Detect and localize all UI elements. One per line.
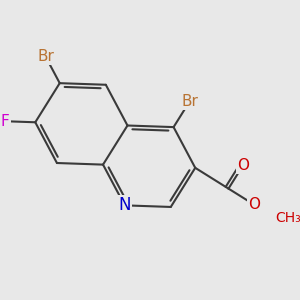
Text: F: F: [1, 114, 10, 129]
Text: Br: Br: [37, 49, 54, 64]
Text: CH₃: CH₃: [275, 211, 300, 225]
Text: Br: Br: [181, 94, 198, 109]
Text: O: O: [237, 158, 249, 172]
Text: N: N: [118, 196, 131, 214]
Text: O: O: [248, 197, 260, 212]
